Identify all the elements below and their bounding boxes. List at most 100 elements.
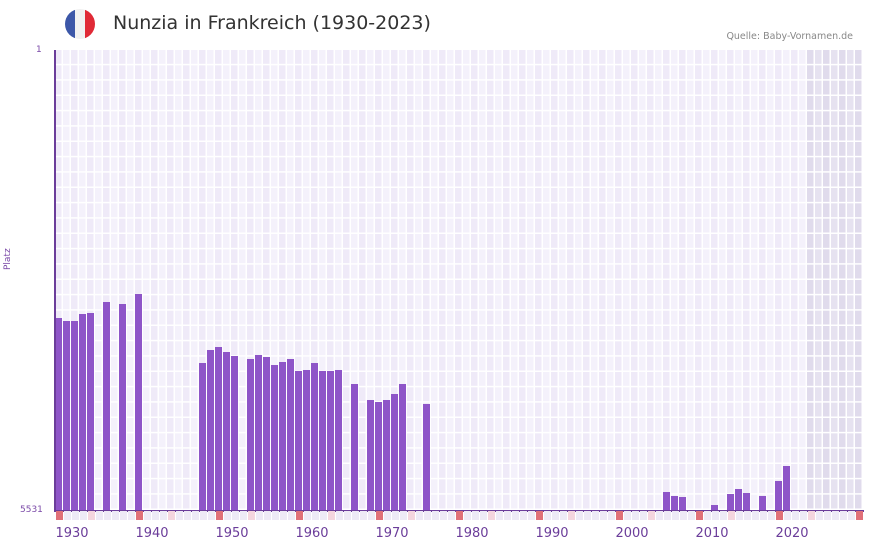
bar-1931[interactable] [63,320,70,510]
year-marker [792,511,799,520]
bar-1963[interactable] [319,370,326,510]
flag-blue-stripe [65,9,75,39]
bar-1961[interactable] [303,369,310,510]
bar-1950[interactable] [215,346,222,510]
bar-2006[interactable] [663,491,670,510]
bar-1957[interactable] [271,364,278,510]
year-marker [256,511,263,520]
year-marker [368,511,375,520]
bar-1962[interactable] [311,362,318,510]
year-marker [576,511,583,520]
year-marker [800,511,807,520]
bar-1959[interactable] [287,358,294,510]
bar-2018[interactable] [759,495,766,510]
year-marker [200,511,207,520]
bar-1948[interactable] [199,362,206,510]
year-marker [552,511,559,520]
year-marker [752,511,759,520]
bar-1971[interactable] [383,399,390,510]
half-decade-marker [408,511,415,520]
bar-1936[interactable] [103,301,110,510]
bar-2008[interactable] [679,496,686,510]
year-marker [832,511,839,520]
plot-area [55,50,863,510]
flag-white-stripe [75,9,85,39]
x-tick-1960: 1960 [295,526,329,541]
year-marker [152,511,159,520]
x-axis-line [54,510,864,512]
bar-1952[interactable] [231,355,238,510]
bar-1930[interactable] [55,317,62,510]
bar-1958[interactable] [279,361,286,510]
bar-1949[interactable] [207,349,214,510]
bar-1969[interactable] [367,399,374,510]
x-tick-1990: 1990 [535,526,569,541]
year-marker [440,511,447,520]
year-marker [184,511,191,520]
year-marker [64,511,71,520]
year-marker [496,511,503,520]
bar-1973[interactable] [399,383,406,510]
bar-2015[interactable] [735,488,742,510]
bar-1938[interactable] [119,303,126,510]
half-decade-marker [568,511,575,520]
bar-1960[interactable] [295,370,302,510]
bar-1940[interactable] [135,293,142,510]
year-marker [624,511,631,520]
half-decade-marker [728,511,735,520]
decade-marker [456,511,463,520]
bar-1951[interactable] [223,351,230,510]
decade-marker [136,511,143,520]
year-marker [80,511,87,520]
bar-1967[interactable] [351,383,358,510]
year-marker [320,511,327,520]
year-marker [416,511,423,520]
year-marker [584,511,591,520]
half-decade-marker [248,511,255,520]
bar-2014[interactable] [727,493,734,510]
year-marker [664,511,671,520]
half-decade-marker [648,511,655,520]
bar-1933[interactable] [79,313,86,510]
bar-1932[interactable] [71,320,78,510]
year-marker [424,511,431,520]
bar-1956[interactable] [263,356,270,510]
bar-1955[interactable] [255,354,262,510]
year-marker [384,511,391,520]
decade-marker [776,511,783,520]
y-tick-top: 1 [36,45,42,55]
year-marker [736,511,743,520]
year-marker [608,511,615,520]
year-marker [96,511,103,520]
decade-marker [376,511,383,520]
year-marker [472,511,479,520]
year-marker [632,511,639,520]
y-axis-title: Platz [3,248,13,270]
year-marker [504,511,511,520]
bar-2016[interactable] [743,492,750,510]
year-marker [840,511,847,520]
bar-2020[interactable] [775,480,782,510]
x-tick-1930: 1930 [55,526,89,541]
bar-2021[interactable] [783,465,790,510]
bar-1972[interactable] [391,393,398,510]
bar-1965[interactable] [335,369,342,510]
year-marker [760,511,767,520]
bar-2012[interactable] [711,504,718,510]
bar-1954[interactable] [247,358,254,510]
decade-marker [616,511,623,520]
bar-1976[interactable] [423,403,430,510]
decade-marker [696,511,703,520]
bar-1934[interactable] [87,312,94,510]
year-marker [680,511,687,520]
year-marker [560,511,567,520]
chart-title: Nunzia in Frankreich (1930-2023) [113,12,431,34]
bar-1970[interactable] [375,401,382,510]
year-marker [640,511,647,520]
bar-1964[interactable] [327,370,334,510]
bar-2007[interactable] [671,495,678,510]
year-marker [848,511,855,520]
year-marker [432,511,439,520]
year-marker [528,511,535,520]
year-marker [72,511,79,520]
